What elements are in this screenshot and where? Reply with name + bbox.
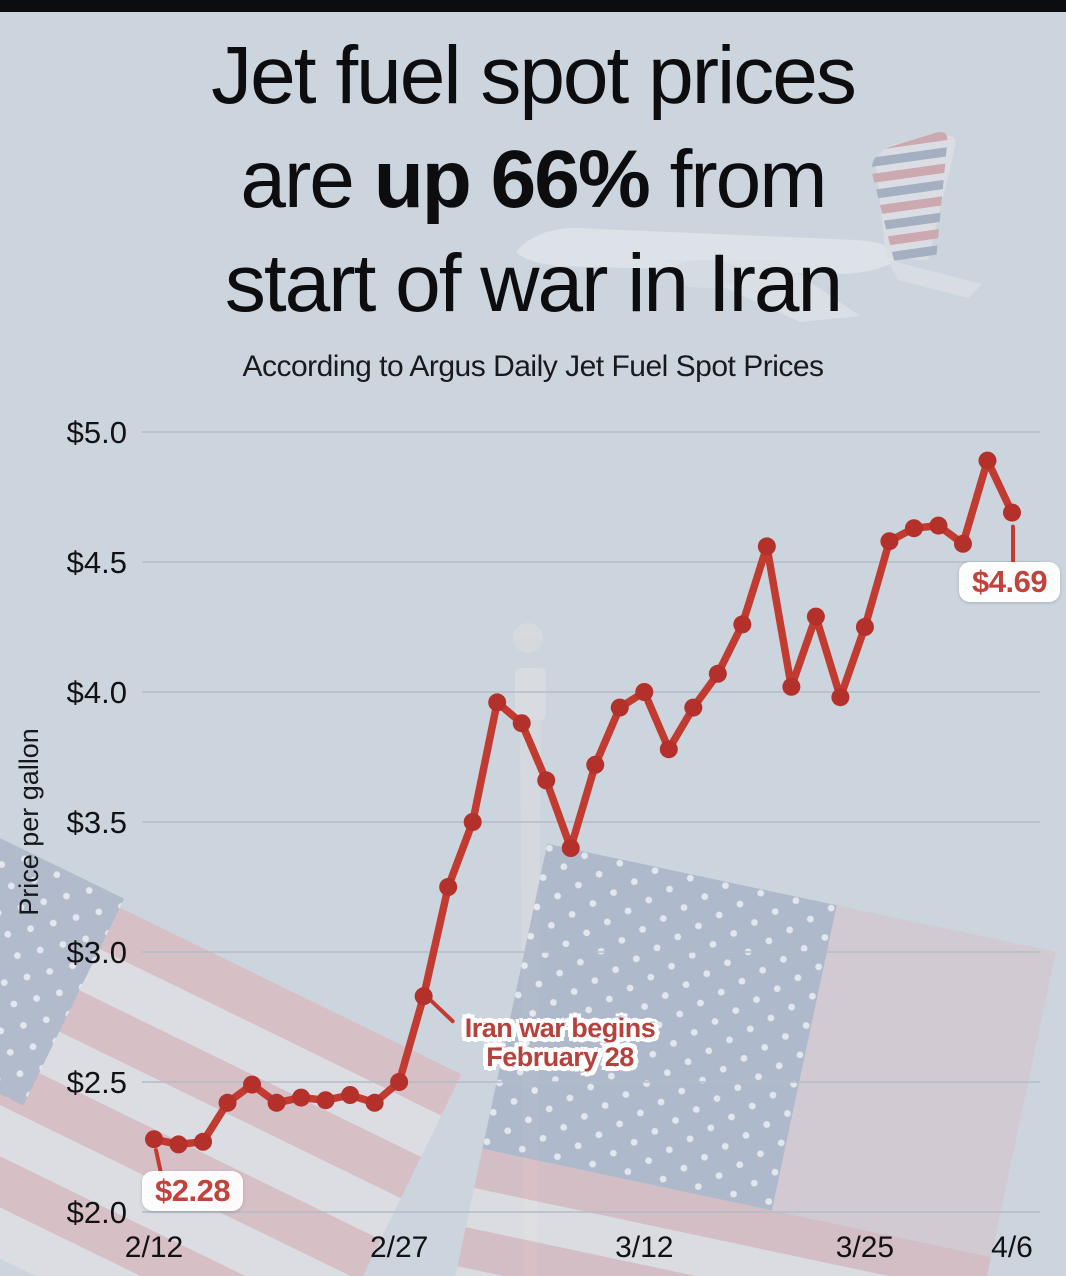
data-point	[806, 607, 825, 626]
y-tick-label: $3.5	[67, 805, 127, 840]
y-tick-label: $5.0	[67, 415, 127, 450]
end-price-label: $4.69	[959, 562, 1061, 602]
y-tick-label: $2.0	[67, 1195, 127, 1230]
data-point	[439, 878, 458, 896]
y-tick-label: $3.0	[67, 935, 127, 970]
data-point	[782, 677, 801, 696]
title-line-2: are up 66% from	[0, 128, 1066, 232]
data-point	[855, 618, 874, 636]
x-tick-label: 3/25	[836, 1231, 894, 1264]
x-tick-label: 4/6	[991, 1231, 1033, 1264]
title-line-2-post: from	[648, 134, 828, 225]
data-point	[880, 532, 899, 551]
war-begins-annotation: Iran war begins February 28	[464, 1013, 656, 1072]
data-point	[243, 1075, 262, 1094]
y-axis-title: Price per gallon	[14, 728, 44, 916]
data-point	[1003, 503, 1021, 522]
title-highlight: up 66%	[373, 134, 651, 225]
data-point	[145, 1130, 163, 1149]
data-point	[218, 1093, 237, 1112]
title-line-3: start of war in Iran	[224, 238, 843, 329]
data-point	[561, 839, 580, 857]
data-point	[659, 740, 678, 759]
y-tick-label: $4.0	[67, 675, 127, 710]
start-price-label: $2.28	[142, 1171, 244, 1211]
data-point	[757, 537, 776, 556]
us-flag-image-center	[449, 843, 1056, 1276]
y-tick-label: $2.5	[67, 1065, 127, 1100]
title-line-1: Jet fuel spot prices	[211, 30, 857, 121]
data-point	[831, 688, 850, 707]
data-point	[929, 516, 948, 535]
y-tick-label: $4.5	[67, 545, 127, 580]
data-point	[953, 534, 972, 553]
data-point	[978, 451, 997, 470]
data-point	[733, 615, 752, 634]
data-point	[292, 1088, 311, 1107]
data-point	[316, 1091, 335, 1110]
data-point	[537, 771, 556, 790]
title-line-2-pre: are	[240, 134, 374, 225]
data-point	[169, 1135, 188, 1154]
data-point	[512, 714, 531, 733]
page-title: Jet fuel spot prices are up 66% from sta…	[0, 24, 1066, 336]
chart-source-subtitle: According to Argus Daily Jet Fuel Spot P…	[242, 350, 824, 383]
data-point	[365, 1093, 384, 1112]
data-point	[610, 698, 629, 717]
data-point	[267, 1093, 286, 1112]
data-point	[414, 987, 433, 1006]
annotation-leader-line	[154, 1148, 163, 1176]
x-tick-label: 2/12	[125, 1231, 183, 1264]
data-point	[488, 693, 507, 712]
airplane-image	[516, 131, 982, 322]
data-point	[390, 1073, 409, 1091]
data-point	[586, 755, 605, 774]
data-point	[684, 698, 703, 717]
x-tick-label: 2/27	[370, 1231, 428, 1264]
x-tick-label: 3/12	[615, 1231, 673, 1264]
data-point	[194, 1132, 213, 1151]
data-point	[341, 1086, 360, 1104]
data-point	[904, 519, 923, 538]
top-bar	[0, 0, 1066, 12]
data-point	[708, 664, 727, 683]
data-point	[463, 813, 482, 831]
annotation-leader-line	[429, 999, 455, 1024]
data-point	[635, 683, 654, 701]
